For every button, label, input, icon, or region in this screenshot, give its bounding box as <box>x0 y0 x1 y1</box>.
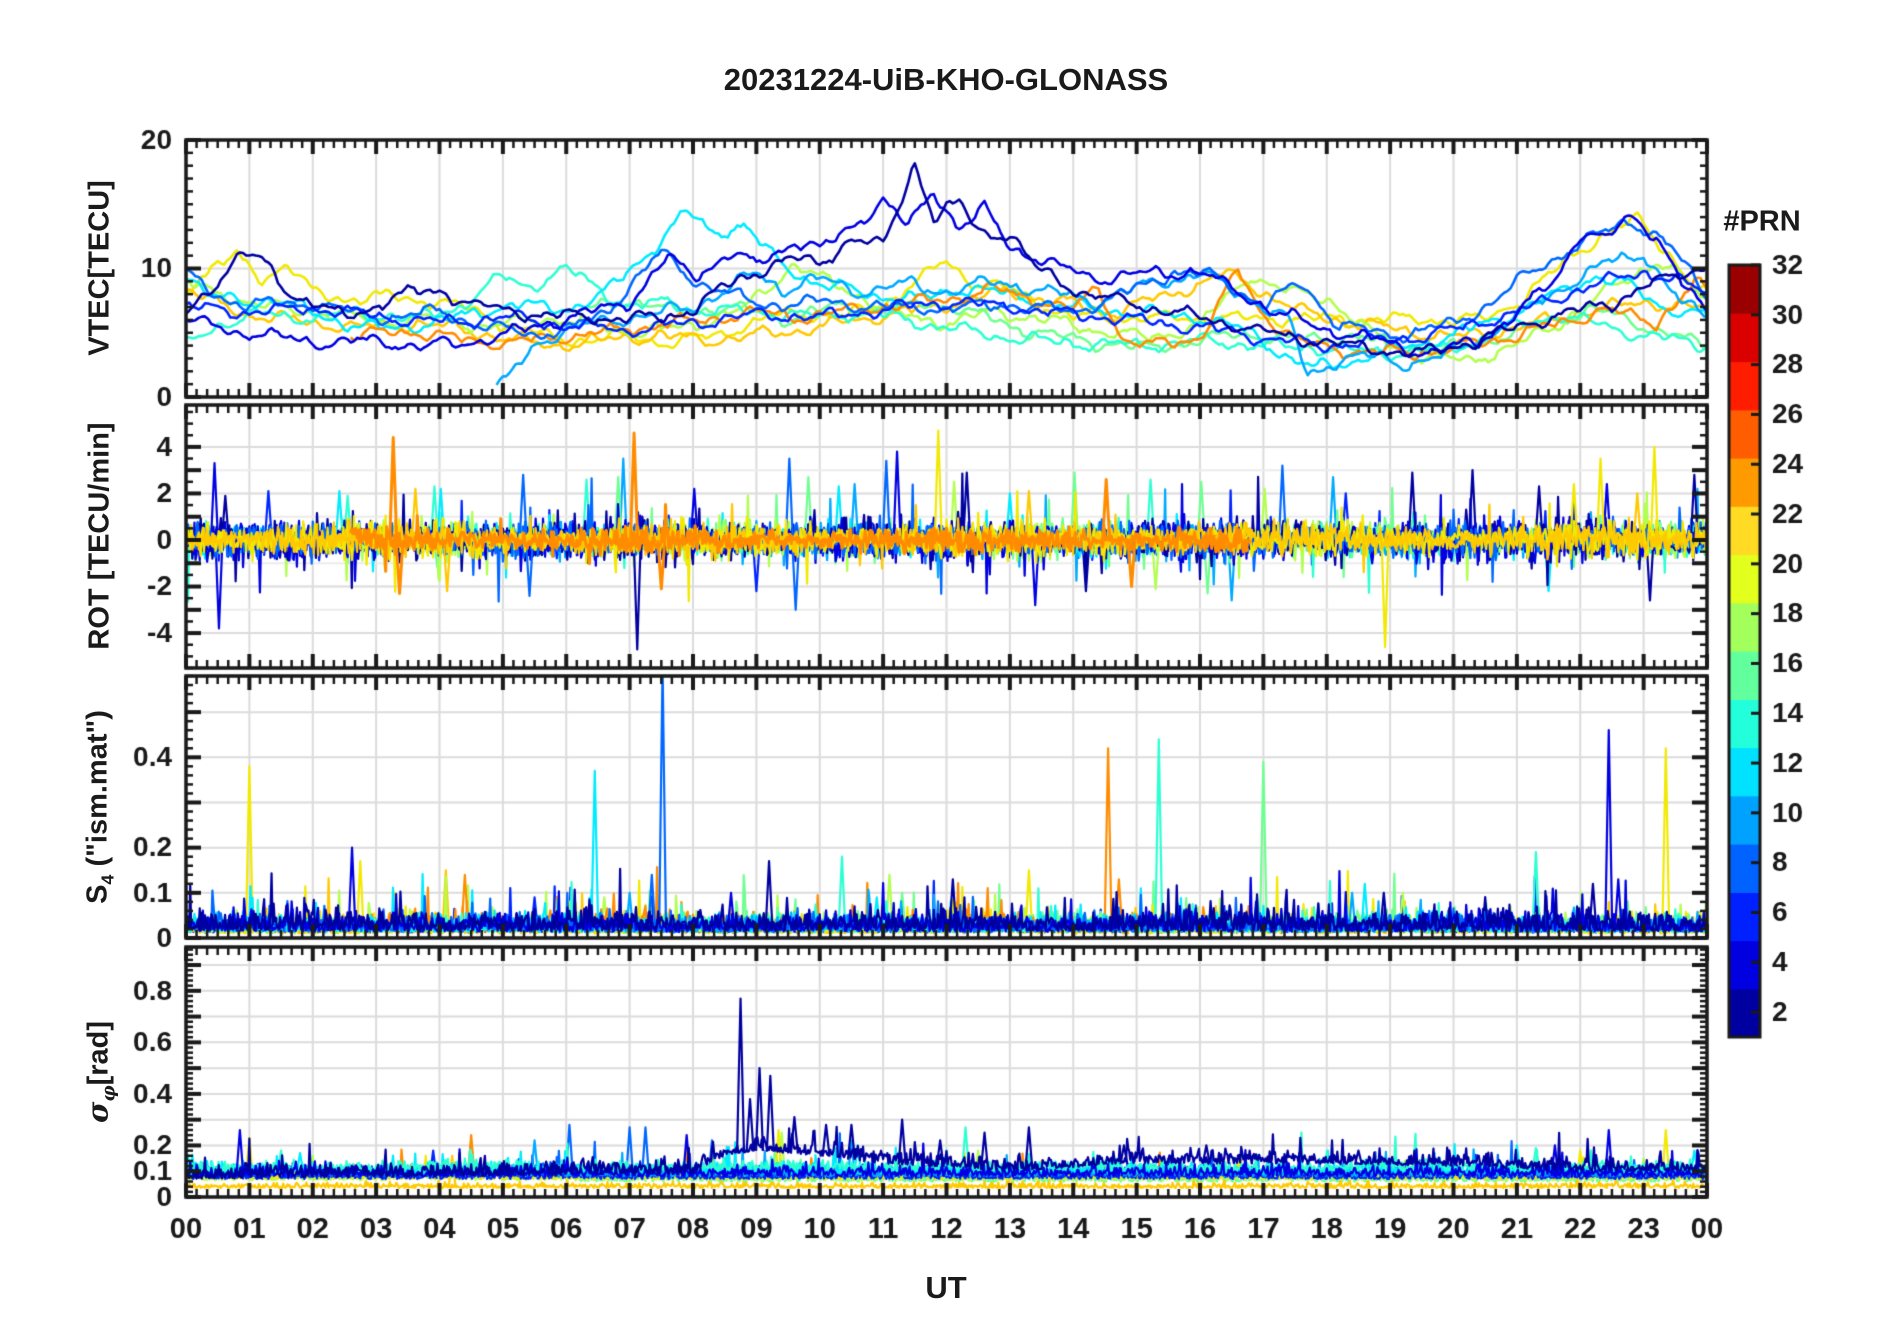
s4-symbol: S <box>81 884 114 904</box>
sigmaphi-suffix: [rad] <box>82 1020 115 1086</box>
s4-subscript: 4 <box>97 874 118 885</box>
chart-title: 20231224-UiB-KHO-GLONASS <box>723 62 1169 97</box>
s4-suffix: ("ism.mat") <box>81 710 114 875</box>
x-axis-label: UT <box>925 1270 967 1305</box>
y-axis-label-vtec: VTEC[TECU] <box>83 180 116 356</box>
phi-subscript: φ <box>98 1085 120 1102</box>
y-axis-label-s4: S4 ("ism.mat") <box>82 710 119 904</box>
y-axis-label-sigmaphi: σφ[rad] <box>81 1021 120 1123</box>
y-axis-label-rot: ROT [TECU/min] <box>83 422 116 650</box>
colorbar-title: #PRN <box>1723 205 1801 238</box>
sigma-symbol: σ <box>80 1101 115 1124</box>
